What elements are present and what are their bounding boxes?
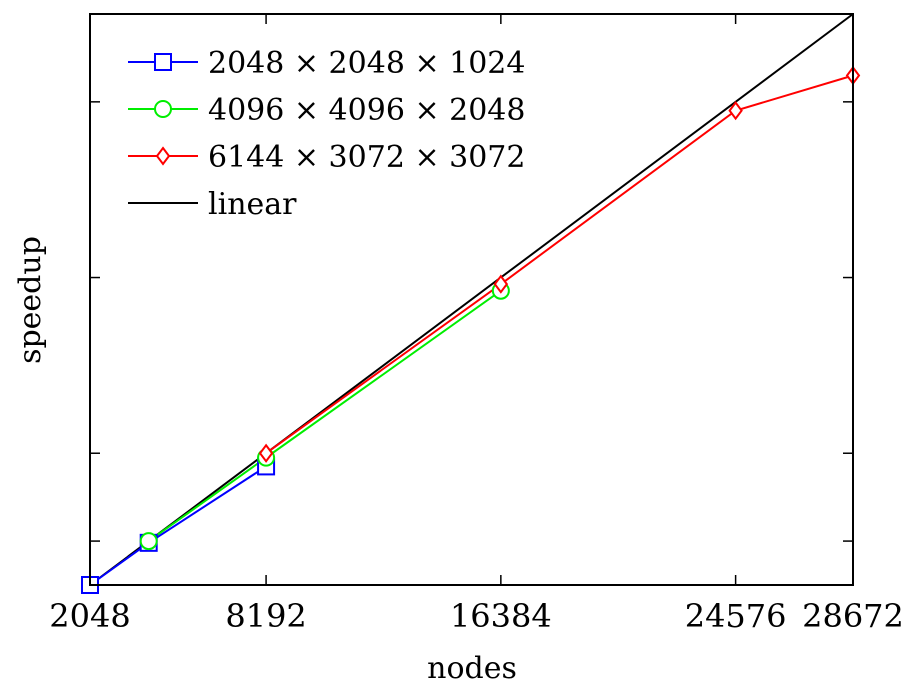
linear-line (89, 13, 854, 586)
series-1-line (89, 465, 267, 586)
x-tick-label: 28672 (802, 597, 904, 635)
legend-marker-series-2 (154, 100, 172, 118)
legend-label-series-1: 2048 × 2048 × 1024 (208, 46, 525, 81)
series-3-line (265, 74, 854, 455)
x-tick-label: 8192 (225, 597, 306, 635)
series-3-point (258, 443, 274, 463)
legend-marker-series-3 (155, 146, 171, 166)
series-3-point (728, 100, 743, 121)
x-tick-label: 2048 (49, 597, 130, 635)
series-3-point (493, 274, 509, 294)
legend-label-series-3: 6144 × 3072 × 3072 (208, 140, 525, 175)
legend-label-linear: linear (208, 187, 297, 222)
series-2-point (139, 532, 158, 551)
x-tick-label: 24576 (685, 597, 787, 635)
legend-marker-series-1 (154, 53, 172, 71)
x-tick-label: 16384 (450, 597, 552, 635)
series-2-line (148, 289, 502, 542)
y-axis-label: speedup (13, 236, 48, 364)
plot-frame (89, 13, 854, 586)
x-axis-label: nodes (427, 651, 517, 686)
legend: 2048 × 2048 × 1024 4096 × 4096 × 2048 6144… (128, 46, 525, 222)
legend-label-series-2: 4096 × 4096 × 2048 (208, 93, 525, 128)
